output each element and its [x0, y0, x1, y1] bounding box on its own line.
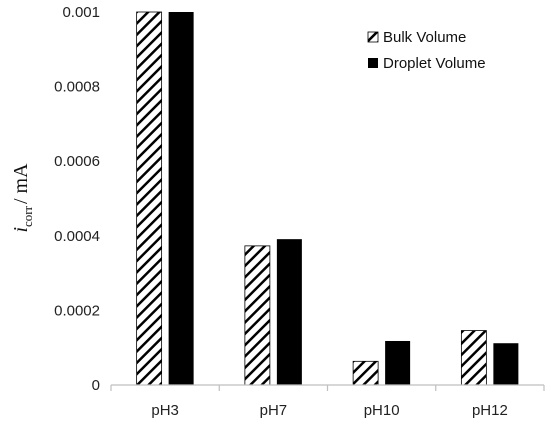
bar-droplet-volume-ph3: [168, 12, 194, 385]
x-tick-label: pH12: [472, 402, 508, 419]
legend-swatch-bulk-volume: [367, 31, 379, 43]
x-tick-label: pH7: [260, 402, 288, 419]
y-tick-label: 0.0008: [54, 79, 100, 96]
bar-bulk-volume-ph7: [244, 245, 271, 386]
y-tick-label: 0: [92, 377, 100, 394]
bar-bulk-volume-ph10: [352, 360, 379, 386]
legend-swatch-droplet-volume: [368, 58, 378, 68]
legend-label-bulk-volume: Bulk Volume: [383, 29, 466, 46]
bar-bulk-volume-ph3: [136, 11, 163, 386]
legend: Bulk Volume Droplet Volume: [367, 29, 486, 72]
bar-droplet-volume-ph7: [276, 239, 302, 385]
bar-droplet-volume-ph12: [493, 343, 519, 385]
y-tick-label: 0.0002: [54, 302, 100, 319]
y-axis: 0 0.0002 0.0004 0.0006 0.0008 0.001: [54, 4, 100, 394]
y-tick-label: 0.001: [62, 4, 100, 21]
legend-label-droplet-volume: Droplet Volume: [383, 55, 486, 72]
bar-droplet-volume-ph10: [385, 340, 411, 385]
x-tick-label: pH3: [151, 402, 179, 419]
x-tick-label: pH10: [364, 402, 400, 419]
bars: [136, 11, 519, 386]
x-axis: pH3 pH7 pH10 pH12: [110, 385, 545, 419]
y-axis-label: icorr/ mA: [10, 163, 35, 233]
y-tick-label: 0.0004: [54, 228, 100, 245]
y-tick-label: 0.0006: [54, 153, 100, 170]
bar-bulk-volume-ph12: [460, 330, 487, 386]
